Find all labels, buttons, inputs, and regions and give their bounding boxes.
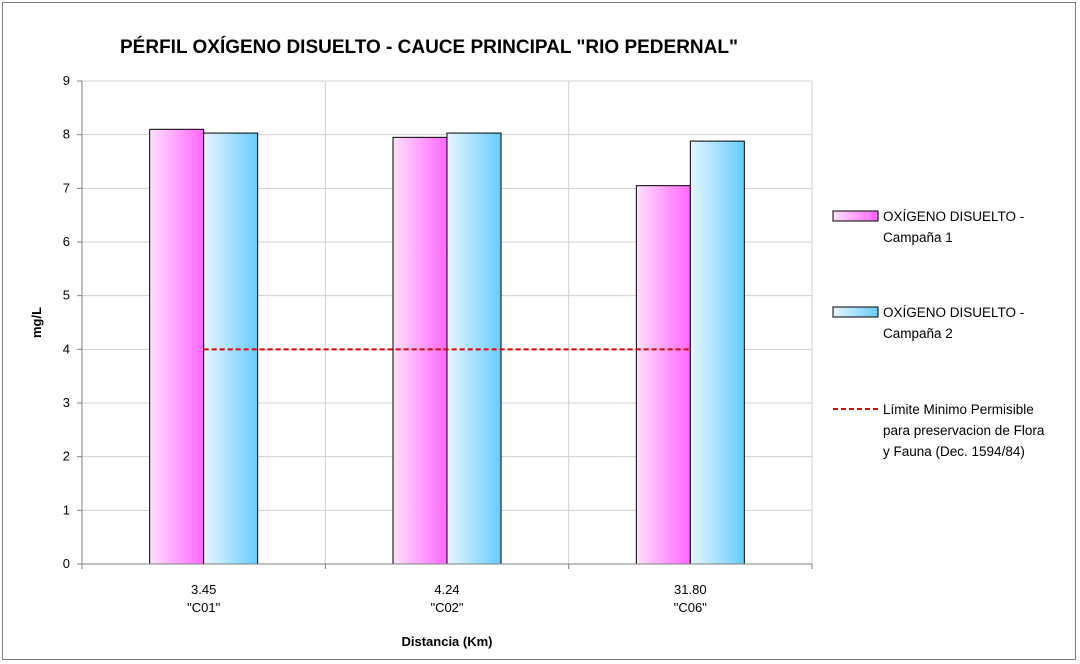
y-tick-labels: 0 1 2 3 4 5 6 7 8 9 <box>63 73 70 571</box>
y-tick-label: 6 <box>63 234 70 249</box>
bar-series1-1 <box>392 136 448 565</box>
y-tick-label: 3 <box>63 395 70 410</box>
legend-label: Límite Minimo Permisible <box>883 402 1034 417</box>
x-tick-label-distance: 3.45 <box>191 582 216 597</box>
bar-series1-0 <box>149 128 205 565</box>
x-tick-label-station: "C06" <box>674 600 707 615</box>
y-axis-title: mg/L <box>29 307 44 338</box>
y-tick-label: 7 <box>63 180 70 195</box>
legend-swatch-series2 <box>832 306 879 318</box>
x-axis-title: Distancia (Km) <box>401 634 492 649</box>
legend-swatch-series1 <box>832 210 879 222</box>
y-tick-label: 8 <box>63 127 70 142</box>
axes <box>77 80 813 569</box>
y-tick-label: 5 <box>63 288 70 303</box>
legend: OXÍGENO DISUELTO - Campaña 1 OXÍGENO DISUE… <box>832 209 1045 459</box>
legend-label: y Fauna (Dec. 1594/84) <box>883 444 1025 459</box>
x-tick-label-distance: 4.24 <box>434 582 459 597</box>
y-tick-label: 4 <box>63 341 70 356</box>
legend-label: Campaña 1 <box>883 230 953 245</box>
y-tick-label: 1 <box>63 502 70 517</box>
legend-label: OXÍGENO DISUELTO - <box>883 305 1024 320</box>
legend-label: Campaña 2 <box>883 326 953 341</box>
x-tick-label-distance: 31.80 <box>674 582 707 597</box>
y-tick-label: 9 <box>63 73 70 88</box>
y-tick-label: 2 <box>63 449 70 464</box>
y-tick-label: 0 <box>63 556 70 571</box>
bars <box>149 128 745 565</box>
chart-title: PÉRFIL OXÍGENO DISUELTO - CAUCE PRINCIPA… <box>120 36 738 58</box>
bar-series2-2 <box>689 140 745 565</box>
legend-label: para preservacion de Flora <box>883 423 1045 438</box>
bar-series1-2 <box>635 185 691 565</box>
x-tick-label-station: "C01" <box>187 600 220 615</box>
x-tick-labels: 3.45 "C01" 4.24 "C02" 31.80 "C06" <box>187 582 707 615</box>
legend-label: OXÍGENO DISUELTO - <box>883 209 1024 224</box>
x-tick-label-station: "C02" <box>430 600 463 615</box>
